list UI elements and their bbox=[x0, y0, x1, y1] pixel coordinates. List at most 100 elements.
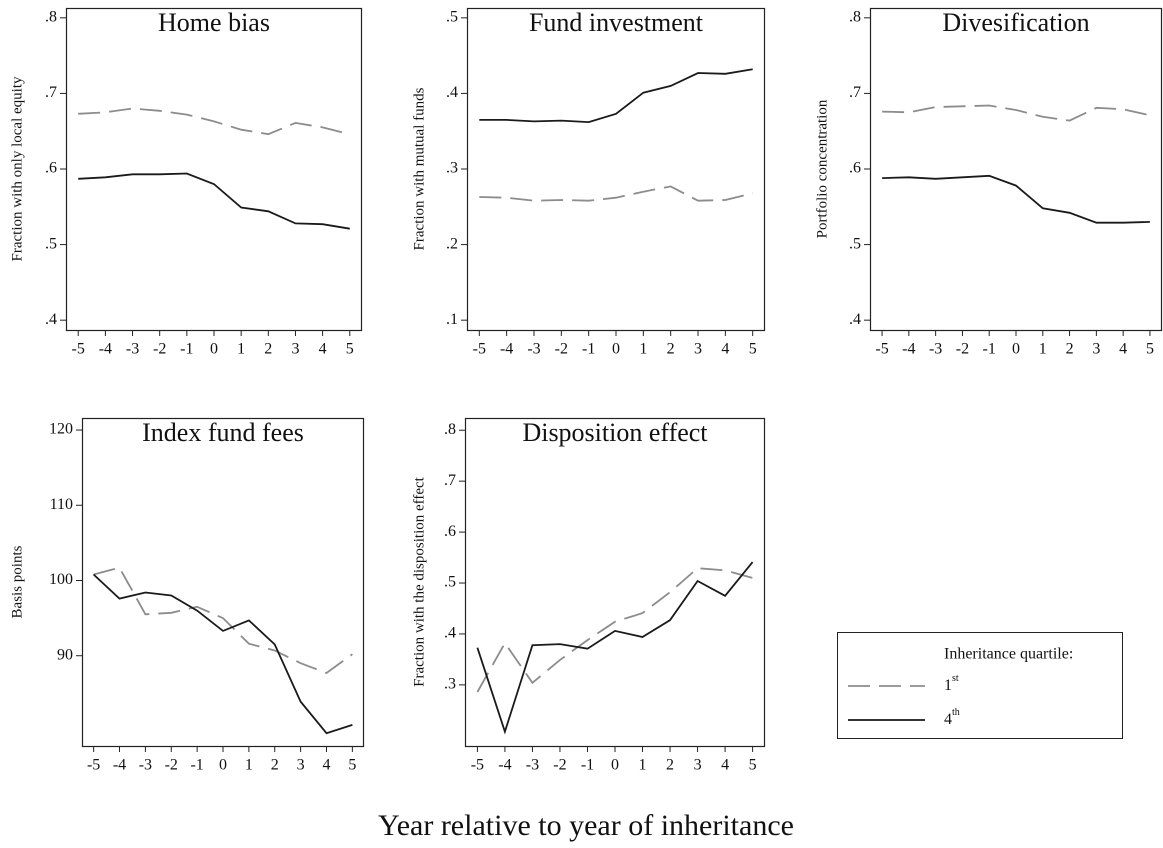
series-line bbox=[78, 172, 350, 230]
y-tick-label: .3 bbox=[444, 676, 456, 693]
x-tick-label: 0 bbox=[210, 341, 218, 358]
y-axis-label: Portfolio concentration bbox=[814, 99, 830, 238]
y-tick-label: .6 bbox=[444, 523, 456, 540]
x-tick-label: -2 bbox=[553, 757, 566, 774]
x-tick-label: 5 bbox=[749, 341, 757, 358]
x-tick-label: 5 bbox=[749, 757, 757, 774]
x-tick-label: 0 bbox=[611, 757, 619, 774]
legend-title: Inheritance quartile: bbox=[944, 646, 1073, 663]
y-axis-label: Fraction with the disposition effect bbox=[411, 476, 427, 687]
x-tick-label: -5 bbox=[875, 341, 888, 358]
y-tick-label: .8 bbox=[45, 8, 57, 25]
x-tick-label: -4 bbox=[500, 341, 513, 358]
x-tick-label: -1 bbox=[581, 757, 594, 774]
y-tick-label: .1 bbox=[446, 311, 458, 328]
x-tick-label: 2 bbox=[271, 757, 279, 774]
y-tick-label: .4 bbox=[444, 625, 456, 642]
x-tick-label: 3 bbox=[694, 757, 702, 774]
x-tick-label: 1 bbox=[639, 757, 647, 774]
y-tick-label: .5 bbox=[45, 235, 57, 252]
x-tick-label: -3 bbox=[526, 757, 539, 774]
series-line bbox=[476, 567, 753, 693]
x-axis-label: Year relative to year of inheritance bbox=[378, 809, 794, 842]
x-tick-label: 2 bbox=[1066, 341, 1074, 358]
y-tick-label: 110 bbox=[50, 496, 73, 513]
x-tick-label: -4 bbox=[498, 757, 511, 774]
x-tick-label: 2 bbox=[667, 341, 675, 358]
y-tick-label: .8 bbox=[444, 421, 456, 438]
plot-frame bbox=[869, 7, 1163, 332]
legend-label: 1st bbox=[944, 673, 959, 693]
series-line bbox=[78, 107, 351, 136]
legend-box bbox=[837, 632, 1123, 739]
plot-frame bbox=[81, 417, 365, 748]
x-tick-label: -4 bbox=[902, 341, 915, 358]
y-axis-label: Fraction with only local equity bbox=[9, 76, 25, 261]
x-tick-label: 4 bbox=[1119, 341, 1127, 358]
legend-label: 4th bbox=[944, 707, 960, 727]
x-tick-label: 5 bbox=[1146, 341, 1154, 358]
series-line bbox=[93, 566, 353, 675]
x-tick-label: -1 bbox=[582, 341, 595, 358]
panel-title: Disposition effect bbox=[522, 418, 708, 447]
x-tick-label: 0 bbox=[219, 757, 227, 774]
x-tick-label: 3 bbox=[694, 341, 702, 358]
panel-title: Home bias bbox=[158, 8, 270, 37]
x-tick-label: -3 bbox=[126, 341, 139, 358]
y-tick-label: .3 bbox=[446, 160, 458, 177]
y-tick-label: .2 bbox=[446, 235, 458, 252]
panel-title: Index fund fees bbox=[142, 418, 304, 447]
y-tick-label: .4 bbox=[45, 311, 57, 328]
y-tick-label: .5 bbox=[444, 574, 456, 591]
y-tick-label: .5 bbox=[446, 8, 458, 25]
x-tick-label: 4 bbox=[319, 341, 327, 358]
x-tick-label: 3 bbox=[1092, 341, 1100, 358]
x-tick-label: 1 bbox=[639, 341, 647, 358]
x-tick-label: -3 bbox=[139, 757, 152, 774]
x-tick-label: -3 bbox=[929, 341, 942, 358]
x-tick-label: 4 bbox=[721, 757, 729, 774]
x-tick-label: 2 bbox=[264, 341, 272, 358]
series-line bbox=[882, 174, 1150, 224]
y-tick-label: .8 bbox=[849, 8, 861, 25]
x-tick-label: 4 bbox=[322, 757, 330, 774]
x-tick-label: 3 bbox=[297, 757, 305, 774]
x-tick-label: -2 bbox=[956, 341, 969, 358]
panel-title: Fund investment bbox=[529, 8, 704, 37]
panel-title: Divesification bbox=[942, 8, 1089, 37]
series-line bbox=[479, 185, 753, 202]
x-tick-label: 0 bbox=[1012, 341, 1020, 358]
x-tick-label: 1 bbox=[1039, 341, 1047, 358]
x-tick-label: -1 bbox=[983, 341, 996, 358]
plot-frame bbox=[464, 417, 766, 748]
x-tick-label: 2 bbox=[666, 757, 674, 774]
y-tick-label: .4 bbox=[849, 311, 861, 328]
x-tick-label: 5 bbox=[346, 341, 354, 358]
series-line bbox=[882, 104, 1151, 122]
y-tick-label: 90 bbox=[57, 646, 73, 663]
x-tick-label: -4 bbox=[113, 757, 126, 774]
x-tick-label: 1 bbox=[245, 757, 253, 774]
y-tick-label: .5 bbox=[849, 235, 861, 252]
x-tick-label: 3 bbox=[291, 341, 299, 358]
y-tick-label: .7 bbox=[849, 84, 861, 101]
x-tick-label: -2 bbox=[555, 341, 568, 358]
series-line bbox=[479, 68, 753, 124]
plot-frame bbox=[65, 7, 363, 332]
x-tick-label: -3 bbox=[527, 341, 540, 358]
y-tick-label: .7 bbox=[45, 84, 57, 101]
y-tick-label: .4 bbox=[446, 84, 458, 101]
x-tick-label: 0 bbox=[612, 341, 620, 358]
x-tick-label: -2 bbox=[153, 341, 166, 358]
y-tick-label: .6 bbox=[45, 160, 57, 177]
y-tick-label: .7 bbox=[444, 472, 456, 489]
y-tick-label: 120 bbox=[49, 421, 73, 438]
x-tick-label: -5 bbox=[87, 757, 100, 774]
x-tick-label: -1 bbox=[190, 757, 203, 774]
x-tick-label: -4 bbox=[99, 341, 112, 358]
x-tick-label: -5 bbox=[72, 341, 85, 358]
x-tick-label: 1 bbox=[237, 341, 245, 358]
series-line bbox=[92, 573, 353, 735]
